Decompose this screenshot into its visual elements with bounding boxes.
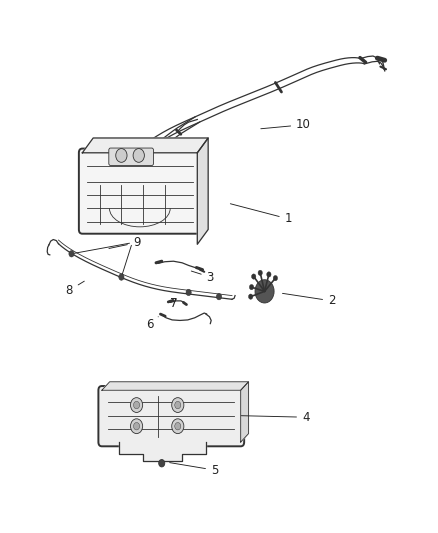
Circle shape bbox=[216, 294, 222, 300]
Text: 6: 6 bbox=[146, 317, 158, 331]
Circle shape bbox=[133, 149, 145, 163]
Text: 5: 5 bbox=[170, 463, 219, 477]
Circle shape bbox=[255, 280, 274, 303]
Circle shape bbox=[159, 459, 165, 467]
FancyBboxPatch shape bbox=[79, 149, 201, 233]
Circle shape bbox=[267, 272, 271, 277]
Polygon shape bbox=[102, 382, 248, 390]
Circle shape bbox=[134, 401, 140, 409]
Circle shape bbox=[251, 274, 256, 279]
Circle shape bbox=[69, 251, 74, 257]
FancyBboxPatch shape bbox=[109, 148, 153, 165]
Circle shape bbox=[249, 285, 254, 290]
Text: 9: 9 bbox=[109, 236, 140, 249]
Circle shape bbox=[119, 274, 124, 280]
Text: 8: 8 bbox=[66, 281, 84, 297]
Circle shape bbox=[186, 289, 191, 296]
Text: 3: 3 bbox=[191, 271, 214, 284]
Text: 10: 10 bbox=[261, 118, 311, 131]
Polygon shape bbox=[197, 138, 208, 244]
Circle shape bbox=[131, 398, 143, 413]
FancyBboxPatch shape bbox=[99, 386, 244, 446]
Text: 2: 2 bbox=[283, 293, 336, 308]
Polygon shape bbox=[82, 138, 208, 153]
Circle shape bbox=[248, 294, 253, 300]
Circle shape bbox=[172, 419, 184, 434]
Circle shape bbox=[175, 423, 181, 430]
Circle shape bbox=[175, 401, 181, 409]
Circle shape bbox=[116, 149, 127, 163]
Text: 7: 7 bbox=[170, 297, 177, 310]
Polygon shape bbox=[241, 382, 248, 442]
Text: 1: 1 bbox=[230, 204, 292, 225]
Circle shape bbox=[258, 270, 262, 276]
Circle shape bbox=[134, 423, 140, 430]
Circle shape bbox=[131, 419, 143, 434]
Polygon shape bbox=[119, 442, 206, 461]
Text: 4: 4 bbox=[241, 411, 310, 424]
Circle shape bbox=[172, 398, 184, 413]
Circle shape bbox=[273, 276, 278, 281]
